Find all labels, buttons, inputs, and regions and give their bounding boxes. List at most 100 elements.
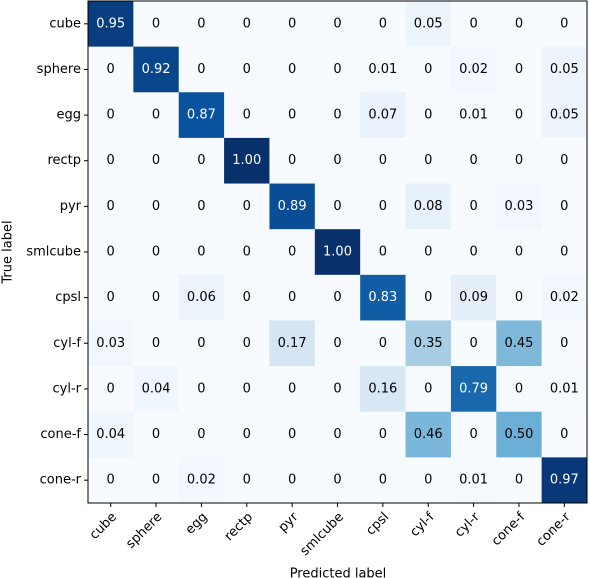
cell-label: 0: [333, 16, 341, 31]
cell-label: 0.83: [368, 290, 397, 305]
cell-label: 0: [152, 336, 160, 351]
cell-label: 0: [333, 381, 341, 396]
cell: [450, 183, 497, 230]
cell: [314, 411, 361, 458]
cell: [541, 46, 588, 93]
cell-label: 0.03: [504, 199, 533, 214]
cell: [314, 137, 361, 185]
cell: [88, 457, 134, 504]
cell: [269, 92, 316, 139]
cell-label: 0.95: [96, 16, 125, 31]
cell: [314, 274, 361, 321]
cell-label: 0.09: [459, 290, 488, 305]
cell: [360, 46, 407, 93]
y-tick-label: smlcube: [26, 245, 81, 260]
cell-label: 0: [333, 336, 341, 351]
cell-label: 0: [560, 245, 568, 260]
cell: [405, 92, 452, 139]
cell: [269, 366, 316, 413]
cell: [133, 183, 180, 230]
cell-label: 0: [469, 336, 477, 351]
cell-label: 0: [243, 336, 251, 351]
x-tick-label: smlcube: [298, 510, 347, 559]
cell-label: 0: [560, 336, 568, 351]
y-tick-label: cone-f: [40, 427, 81, 442]
cell: [224, 457, 270, 504]
cell: [88, 183, 134, 230]
cell-label: 0.50: [504, 427, 533, 442]
cell-label: 0: [107, 245, 115, 260]
cell-label: 0: [243, 108, 251, 123]
cell-label: 0.45: [504, 336, 533, 351]
cell-label: 0: [107, 62, 115, 77]
cell: [405, 183, 452, 230]
cell: [133, 274, 180, 321]
cell: [133, 457, 180, 504]
cell-label: 0: [107, 153, 115, 168]
cell-label: 0.46: [414, 427, 443, 442]
cell-label: 0: [152, 108, 160, 123]
cell-label: 0.16: [368, 381, 397, 396]
cell: [541, 320, 588, 367]
y-tick-label: cyl-r: [53, 381, 82, 396]
cell: [450, 274, 497, 321]
cell: [496, 320, 543, 367]
cell: [133, 92, 180, 139]
cell: [405, 46, 452, 93]
cell-label: 0: [152, 290, 160, 305]
cell-label: 0: [469, 16, 477, 31]
cell: [314, 229, 361, 276]
cell: [178, 137, 225, 185]
cell: [269, 1, 316, 48]
cell: [269, 411, 316, 458]
y-tick-label: rectp: [47, 153, 81, 168]
cell: [496, 366, 543, 413]
cell: [450, 46, 497, 93]
x-tick-label: cube: [87, 510, 120, 543]
cell-label: 0.92: [142, 62, 171, 77]
cell: [314, 320, 361, 367]
cell: [496, 183, 543, 230]
cell-label: 0: [379, 245, 387, 260]
cell-label: 0: [515, 153, 523, 168]
cell-label: 0: [424, 290, 432, 305]
cell: [133, 320, 180, 367]
cell: [224, 1, 270, 48]
cell-label: 0: [197, 16, 205, 31]
cell: [541, 92, 588, 139]
cell-label: 0: [197, 153, 205, 168]
cell: [541, 229, 588, 276]
cell-label: 0: [288, 473, 296, 488]
cell: [178, 411, 225, 458]
cell-label: 0: [379, 199, 387, 214]
cell: [450, 92, 497, 139]
cell: [269, 229, 316, 276]
cell: [405, 1, 452, 48]
x-tick-label: sphere: [123, 510, 165, 552]
cell-label: 0.07: [368, 108, 397, 123]
x-tick-label: cone-r: [534, 509, 574, 549]
cell: [88, 411, 134, 458]
cell: [88, 46, 134, 93]
cell-label: 0: [333, 153, 341, 168]
cell-label: 0: [333, 473, 341, 488]
cell-label: 0: [107, 199, 115, 214]
cell: [450, 320, 497, 367]
cell-label: 0: [515, 108, 523, 123]
cell: [269, 457, 316, 504]
cell-label: 0: [333, 199, 341, 214]
cell: [541, 274, 588, 321]
cell-label: 0: [288, 108, 296, 123]
y-tick-label: pyr: [60, 199, 82, 214]
cell: [314, 46, 361, 93]
cell: [133, 46, 180, 93]
cell: [88, 137, 134, 185]
cell-label: 0: [469, 199, 477, 214]
cell-label: 0: [288, 153, 296, 168]
cell-label: 0.79: [459, 381, 488, 396]
cell-label: 0: [152, 153, 160, 168]
x-tick-label: cyl-r: [452, 509, 483, 540]
cell: [88, 1, 134, 48]
cell-label: 0: [243, 16, 251, 31]
cell-label: 0: [243, 245, 251, 260]
